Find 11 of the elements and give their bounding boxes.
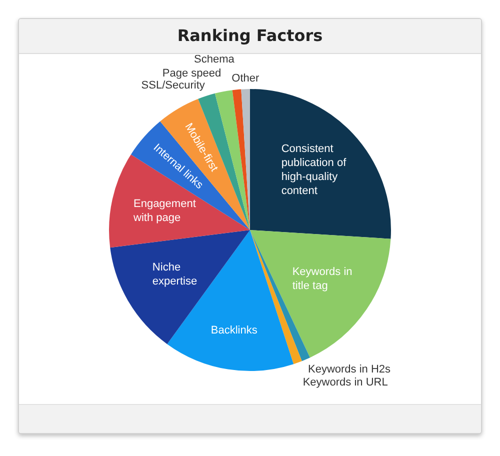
slice-label: Engagement with page: [132, 198, 196, 224]
slice-label: Other: [232, 72, 260, 85]
slice-label: Page speed: [162, 67, 222, 80]
slice-label: Keywords in URL: [302, 376, 388, 388]
slice-label: Keywords in H2s: [308, 364, 392, 376]
slice-label: SSL/Security: [141, 80, 206, 92]
slice-label: Backlinks: [210, 324, 258, 336]
slice-label: Consistent publication of high-quality content: [281, 143, 348, 198]
slice-label: Niche expertise: [152, 262, 198, 288]
slice-label: Keywords in title tag: [292, 266, 352, 292]
chart-title: Ranking Factors: [19, 19, 481, 53]
